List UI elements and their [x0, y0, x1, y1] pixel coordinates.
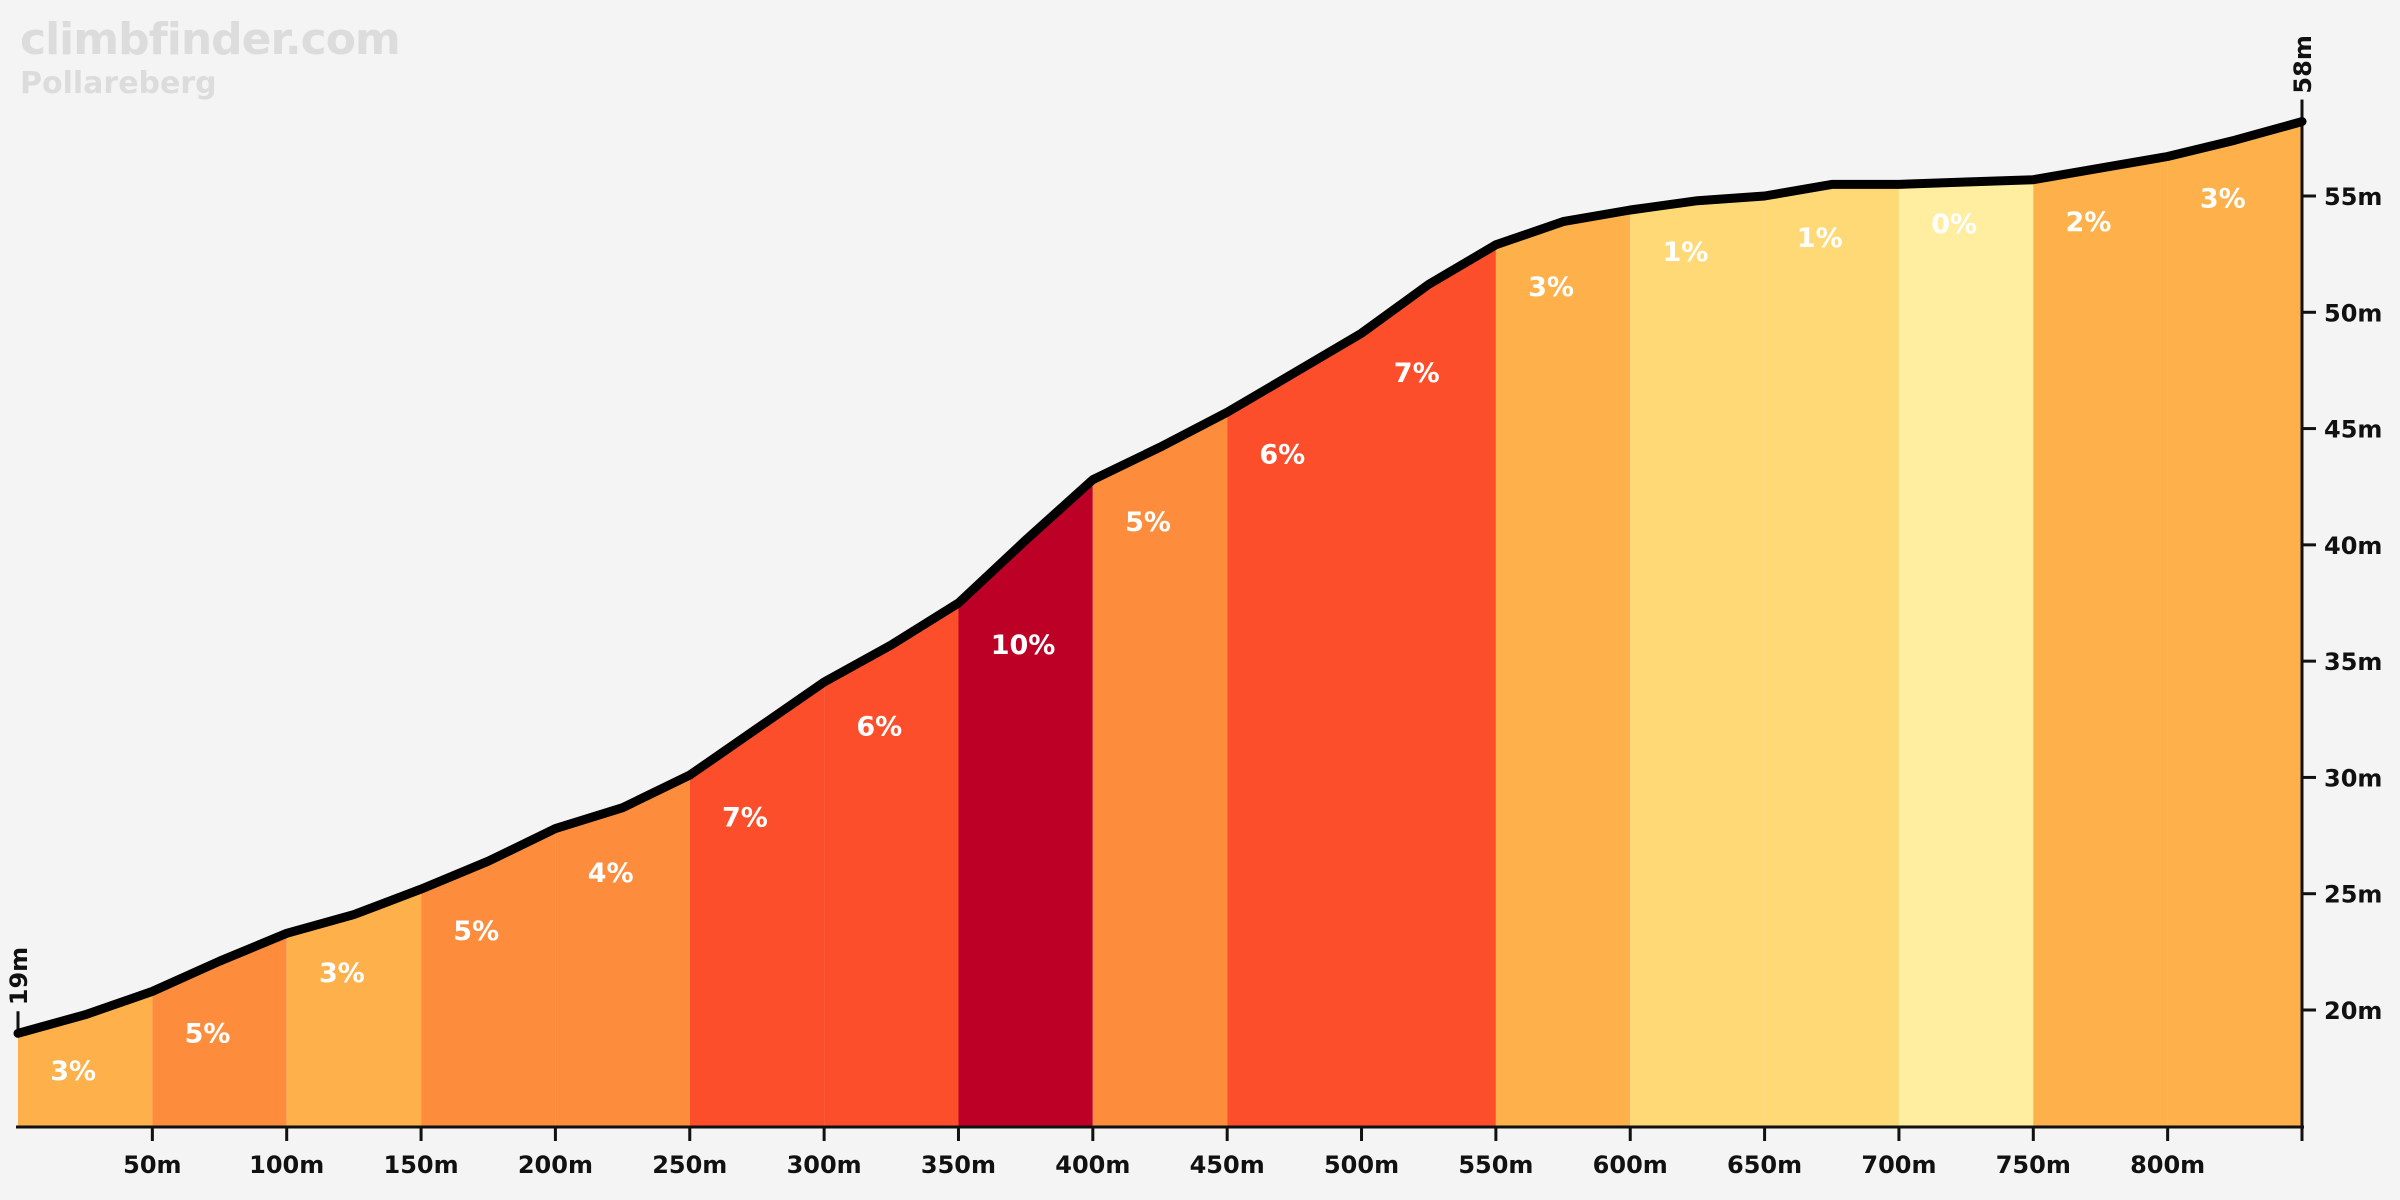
grade-label-5: 7%	[722, 802, 768, 833]
x-tick-label-4: 250m	[652, 1151, 727, 1179]
site-logo-text[interactable]: climbfinder.com	[20, 14, 401, 65]
x-tick-label-5: 300m	[787, 1151, 862, 1179]
grade-label-9: 6%	[1259, 440, 1305, 471]
grade-segment-4	[555, 775, 690, 1127]
y-tick-label-2: 30m	[2324, 764, 2382, 792]
y-tick-label-5: 45m	[2324, 416, 2382, 444]
grade-segment-5	[689, 682, 825, 1127]
y-tick-label-7: 55m	[2324, 183, 2382, 211]
y-tick-label-6: 50m	[2324, 299, 2382, 327]
grade-segment-7	[958, 479, 1093, 1127]
grade-segment-8	[1092, 412, 1228, 1127]
grade-segment-13	[1764, 184, 1899, 1127]
start-elevation-label: 19m	[5, 947, 33, 1005]
x-tick-label-12: 650m	[1727, 1151, 1802, 1179]
x-tick-label-15: 800m	[2130, 1151, 2205, 1179]
grade-label-4: 4%	[588, 858, 634, 889]
grade-segment-15	[2033, 156, 2168, 1127]
x-tick-label-13: 700m	[1861, 1151, 1936, 1179]
x-tick-label-2: 150m	[384, 1151, 459, 1179]
grade-label-8: 5%	[1125, 507, 1171, 538]
profile-line-group	[13, 117, 2307, 1038]
grade-segments	[18, 121, 2302, 1128]
axes: 50m 100m 150m 200m 250m 300m 350m 400m 450m 500m 5…	[5, 35, 2382, 1179]
grade-label-6: 6%	[856, 712, 902, 743]
x-tick-label-7: 400m	[1055, 1151, 1130, 1179]
grade-label-15: 2%	[2066, 207, 2112, 238]
grade-label-0: 3%	[50, 1056, 96, 1087]
y-tick-label-1: 25m	[2324, 881, 2382, 909]
grade-label-13: 1%	[1797, 223, 1843, 254]
grade-labels: 3% 5% 3% 5% 4% 7% 6% 10% 5% 6% 7% 3% 1% 1% 0% 2% 3%	[50, 184, 2246, 1087]
x-tick-label-8: 450m	[1190, 1151, 1265, 1179]
grade-segment-11	[1495, 210, 1631, 1127]
grade-segment-2	[286, 889, 422, 1127]
grade-label-2: 3%	[319, 958, 365, 989]
grade-label-1: 5%	[185, 1019, 231, 1050]
elevation-profile-line	[13, 117, 2307, 1038]
grade-label-10: 7%	[1394, 358, 1440, 389]
grade-label-14: 0%	[1931, 209, 1977, 240]
x-tick-label-14: 750m	[1996, 1151, 2071, 1179]
x-tick-label-11: 600m	[1593, 1151, 1668, 1179]
grade-segment-9	[1227, 333, 1362, 1127]
grade-segment-6	[824, 603, 959, 1127]
grade-segment-14	[1898, 179, 2034, 1127]
grade-label-7: 10%	[991, 630, 1056, 661]
grade-segment-16	[2167, 121, 2302, 1128]
grade-label-12: 1%	[1663, 237, 1709, 268]
end-elevation-label: 58m	[2289, 35, 2317, 93]
x-tick-label-10: 550m	[1458, 1151, 1533, 1179]
x-tick-label-6: 350m	[921, 1151, 996, 1179]
grade-label-16: 3%	[2200, 184, 2246, 215]
x-tick-label-9: 500m	[1324, 1151, 1399, 1179]
grade-label-3: 5%	[453, 916, 499, 947]
grade-segment-10	[1361, 244, 1496, 1128]
x-tick-label-1: 100m	[249, 1151, 324, 1179]
climb-name: Pollareberg	[20, 66, 217, 101]
y-tick-label-3: 35m	[2324, 648, 2382, 676]
grade-segment-12	[1630, 196, 1765, 1127]
x-tick-label-3: 200m	[518, 1151, 593, 1179]
grade-segment-3	[421, 828, 556, 1127]
grade-segment-1	[152, 933, 287, 1127]
y-tick-label-4: 40m	[2324, 532, 2382, 560]
y-tick-label-0: 20m	[2324, 997, 2382, 1025]
grade-label-11: 3%	[1528, 272, 1574, 303]
x-tick-label-0: 50m	[123, 1151, 181, 1179]
site-brand: climbfinder.com Pollareberg	[20, 14, 401, 102]
